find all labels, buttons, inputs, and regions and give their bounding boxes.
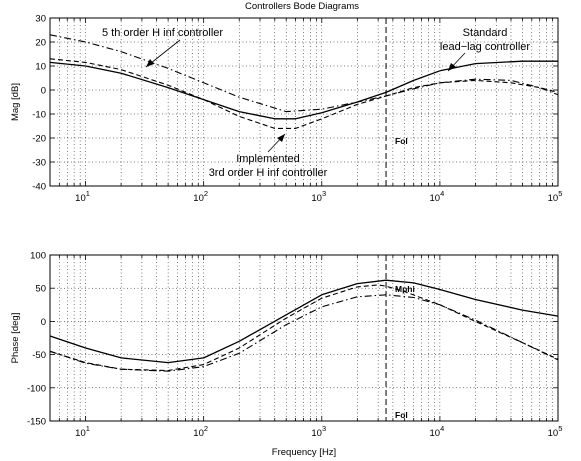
phase-panel: -150 -100 -50 0 50 100 101 102 103 104 105 Phase […	[10, 251, 562, 459]
fifth-order-arrowhead	[146, 59, 154, 67]
chart-title: Controllers Bode Diagrams	[245, 1, 359, 12]
phase-series	[49, 255, 559, 421]
phase-ticks: -150 -100 -50 0 50 100 101 102 103 104 105	[27, 251, 562, 440]
phase-y-tick-label: -150	[27, 417, 46, 428]
magnitude-x-tick-label: 101	[75, 189, 90, 204]
standard-arrowhead	[448, 63, 456, 71]
magnitude-plot-frame	[49, 17, 559, 187]
phase-y-tick-label: -50	[32, 350, 46, 361]
magnitude-series	[49, 18, 559, 186]
phase-x-tick-label: 103	[311, 424, 326, 439]
magnitude-series-standard	[49, 60, 558, 120]
magnitude-series-implemented	[49, 58, 559, 129]
implemented-arrowhead	[277, 134, 285, 142]
magnitude-y-tick-label: -30	[32, 158, 46, 169]
phase-series-implemented	[49, 284, 559, 372]
magnitude-y-tick-label: 0	[41, 86, 46, 97]
phase-x-tick-label: 102	[193, 424, 208, 439]
magnitude-x-tick-label: 105	[548, 189, 563, 204]
magnitude-y-axis-label: Mag [dB]	[10, 83, 21, 121]
phase-x-tick-label: 101	[75, 424, 90, 439]
implemented-label-line-2: 3rd order H inf controller	[209, 167, 328, 179]
magnitude-series-fifth-order	[49, 34, 559, 113]
x-axis-label: Frequency [Hz]	[272, 447, 336, 458]
magnitude-y-tick-label: -40	[32, 182, 46, 193]
phase-series-standard	[49, 279, 559, 364]
magnitude-ticks: -40 -30 -20 -10 0 10 20 30 101 102 103 104 105	[32, 14, 562, 205]
fifth-order-label: 5 th order H inf controller	[102, 27, 223, 39]
implemented-label-line-1: Implemented	[236, 153, 300, 165]
standard-label-line-1: Standard	[463, 27, 508, 39]
phase-grid	[50, 255, 558, 421]
magnitude-x-tick-label: 102	[193, 189, 208, 204]
phase-x-tick-label: 104	[430, 424, 445, 439]
phase-plot-frame	[49, 254, 559, 422]
magnitude-x-tick-label: 103	[311, 189, 326, 204]
magnitude-x-tick-label: 104	[430, 189, 445, 204]
phase-series-fifth-order	[49, 294, 559, 372]
phase-y-tick-label: 50	[35, 284, 46, 295]
phase-y-tick-label: -100	[27, 383, 46, 394]
mphi-label: Mphi	[395, 284, 415, 294]
magnitude-fol-label: Fol	[395, 136, 408, 146]
magnitude-y-tick-label: -10	[32, 110, 46, 121]
magnitude-panel: -40 -30 -20 -10 0 10 20 30 101 102 103 104 105 Mag […	[10, 14, 562, 205]
phase-y-tick-label: 100	[30, 251, 46, 262]
phase-fol-label: Fol	[395, 410, 408, 420]
phase-x-tick-label: 105	[548, 424, 563, 439]
magnitude-y-tick-label: 30	[35, 14, 46, 25]
phase-y-axis-label: Phase [deg]	[10, 313, 21, 364]
magnitude-y-tick-label: 20	[35, 38, 46, 49]
standard-label-line-2: lead−lag controller	[440, 41, 531, 53]
magnitude-y-tick-label: -20	[32, 134, 46, 145]
magnitude-y-tick-label: 10	[35, 62, 46, 73]
magnitude-grid	[50, 18, 558, 186]
phase-y-tick-label: 0	[41, 317, 46, 328]
